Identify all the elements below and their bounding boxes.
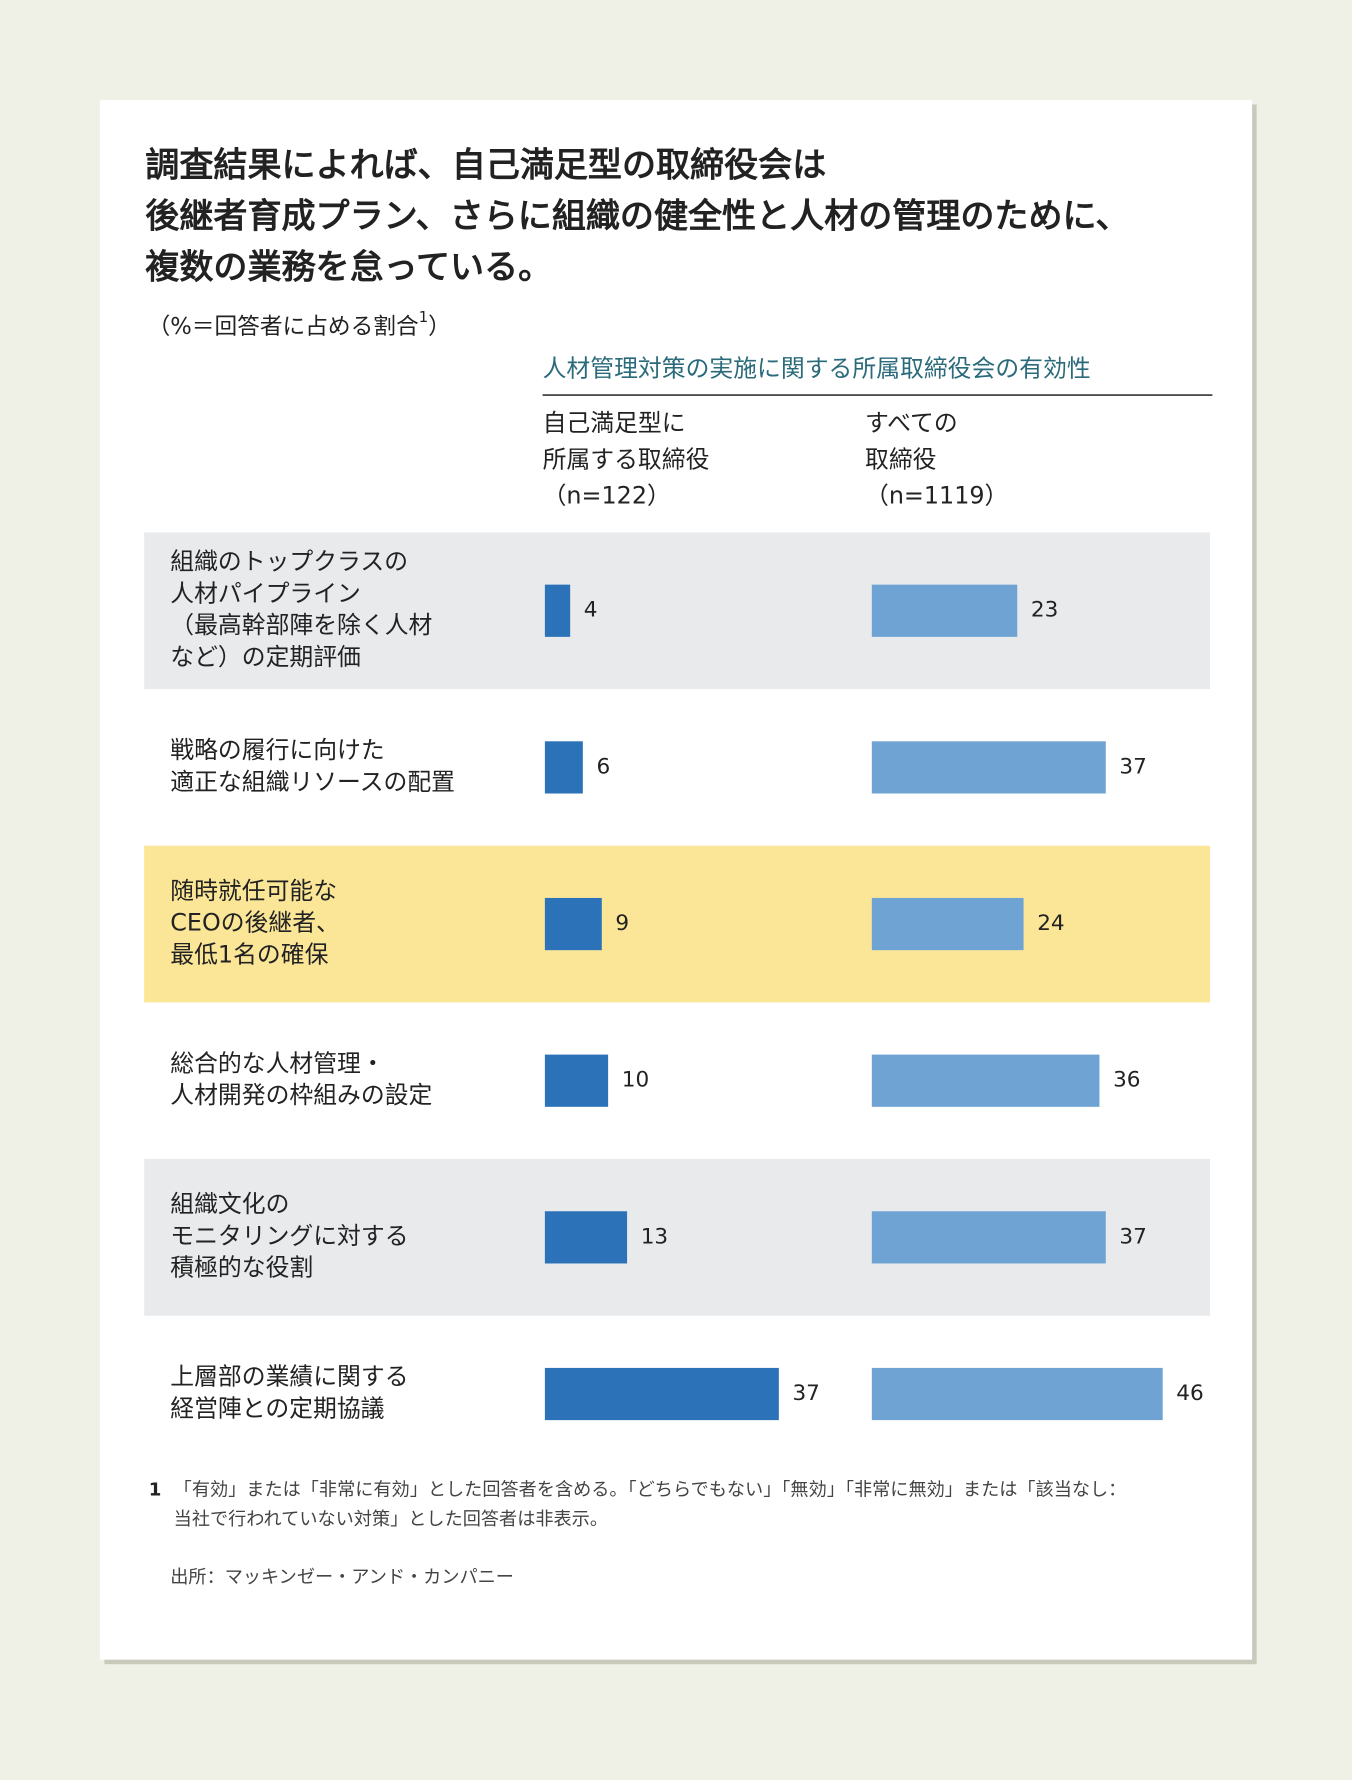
category-label: 組織のトップクラスの bbox=[170, 548, 408, 576]
bar bbox=[871, 897, 1024, 951]
series-header: 自己満足型に bbox=[543, 409, 686, 437]
category-label: など）の定期評価 bbox=[170, 643, 361, 671]
bar bbox=[871, 741, 1106, 794]
bar bbox=[544, 741, 583, 794]
subtitle-text: （%＝回答者に占める割合 bbox=[148, 313, 419, 339]
category-label: 戦略の履行に向けた bbox=[170, 736, 384, 764]
bar bbox=[544, 584, 571, 637]
footnote-marker: 1 bbox=[149, 1480, 162, 1501]
category-label: 随時就任可能な bbox=[170, 877, 337, 905]
value-label: 37 bbox=[792, 1381, 819, 1406]
subtitle-end: ） bbox=[428, 313, 451, 339]
bar bbox=[544, 897, 602, 951]
value-label: 46 bbox=[1176, 1381, 1203, 1406]
footnote-text: 「有効」または「非常に有効」とした回答者を含める。「どちらでもない」「無効」「非… bbox=[174, 1480, 1127, 1501]
category-label: 上層部の業績に関する bbox=[170, 1363, 408, 1391]
bar bbox=[871, 1211, 1106, 1264]
series-header: （n=1119） bbox=[865, 482, 1008, 510]
value-label: 10 bbox=[622, 1068, 649, 1093]
value-label: 24 bbox=[1037, 911, 1064, 936]
bar bbox=[544, 1054, 609, 1107]
bar bbox=[871, 1367, 1163, 1421]
series-header: 取締役 bbox=[865, 445, 936, 473]
title-line: 調査結果によれば、自己満足型の取締役会は bbox=[145, 145, 826, 185]
category-label: モニタリングに対する bbox=[170, 1222, 408, 1250]
group-title: 人材管理対策の実施に関する所属取締役会の有効性 bbox=[543, 355, 1091, 383]
value-label: 4 bbox=[584, 598, 598, 623]
category-label: （最高幹部陣を除く人材 bbox=[170, 611, 432, 639]
value-label: 13 bbox=[641, 1224, 668, 1249]
series-header: すべての bbox=[865, 409, 958, 437]
footnote-text: 当社で行われていない対策」とした回答者は非表示。 bbox=[174, 1509, 608, 1530]
category-label: 適正な組織リソースの配置 bbox=[170, 768, 455, 796]
bar bbox=[871, 584, 1018, 637]
category-label: 人材開発の枠組みの設定 bbox=[170, 1081, 432, 1109]
subtitle: （%＝回答者に占める割合1） bbox=[148, 309, 451, 340]
category-label: 組織文化の bbox=[170, 1190, 289, 1218]
bar bbox=[871, 1054, 1100, 1107]
value-label: 37 bbox=[1119, 1224, 1146, 1249]
value-label: 23 bbox=[1031, 598, 1058, 623]
row-background bbox=[144, 532, 1211, 690]
value-label: 9 bbox=[615, 911, 629, 936]
series-header: （n=122） bbox=[543, 482, 671, 510]
value-label: 6 bbox=[596, 754, 610, 779]
bar bbox=[544, 1367, 779, 1421]
source: 出所：マッキンゼー・アンド・カンパニー bbox=[170, 1567, 514, 1588]
series-header: 所属する取締役 bbox=[543, 445, 710, 473]
category-label: 最低1名の確保 bbox=[170, 940, 328, 968]
bar bbox=[544, 1211, 628, 1264]
category-label: 積極的な役割 bbox=[170, 1254, 313, 1282]
category-label: CEOの後継者、 bbox=[170, 909, 340, 937]
category-label: 総合的な人材管理・ bbox=[170, 1049, 384, 1077]
category-label: 経営陣との定期協議 bbox=[170, 1394, 384, 1422]
title-line: 後継者育成プラン、さらに組織の健全性と人材の管理のために、 bbox=[145, 196, 1129, 236]
note-ref: 1 bbox=[419, 309, 428, 326]
value-label: 36 bbox=[1113, 1068, 1140, 1093]
category-label: 人材パイプライン bbox=[170, 579, 361, 607]
row-background bbox=[144, 845, 1211, 1003]
value-label: 37 bbox=[1119, 754, 1146, 779]
title-line: 複数の業務を怠っている。 bbox=[145, 248, 552, 288]
